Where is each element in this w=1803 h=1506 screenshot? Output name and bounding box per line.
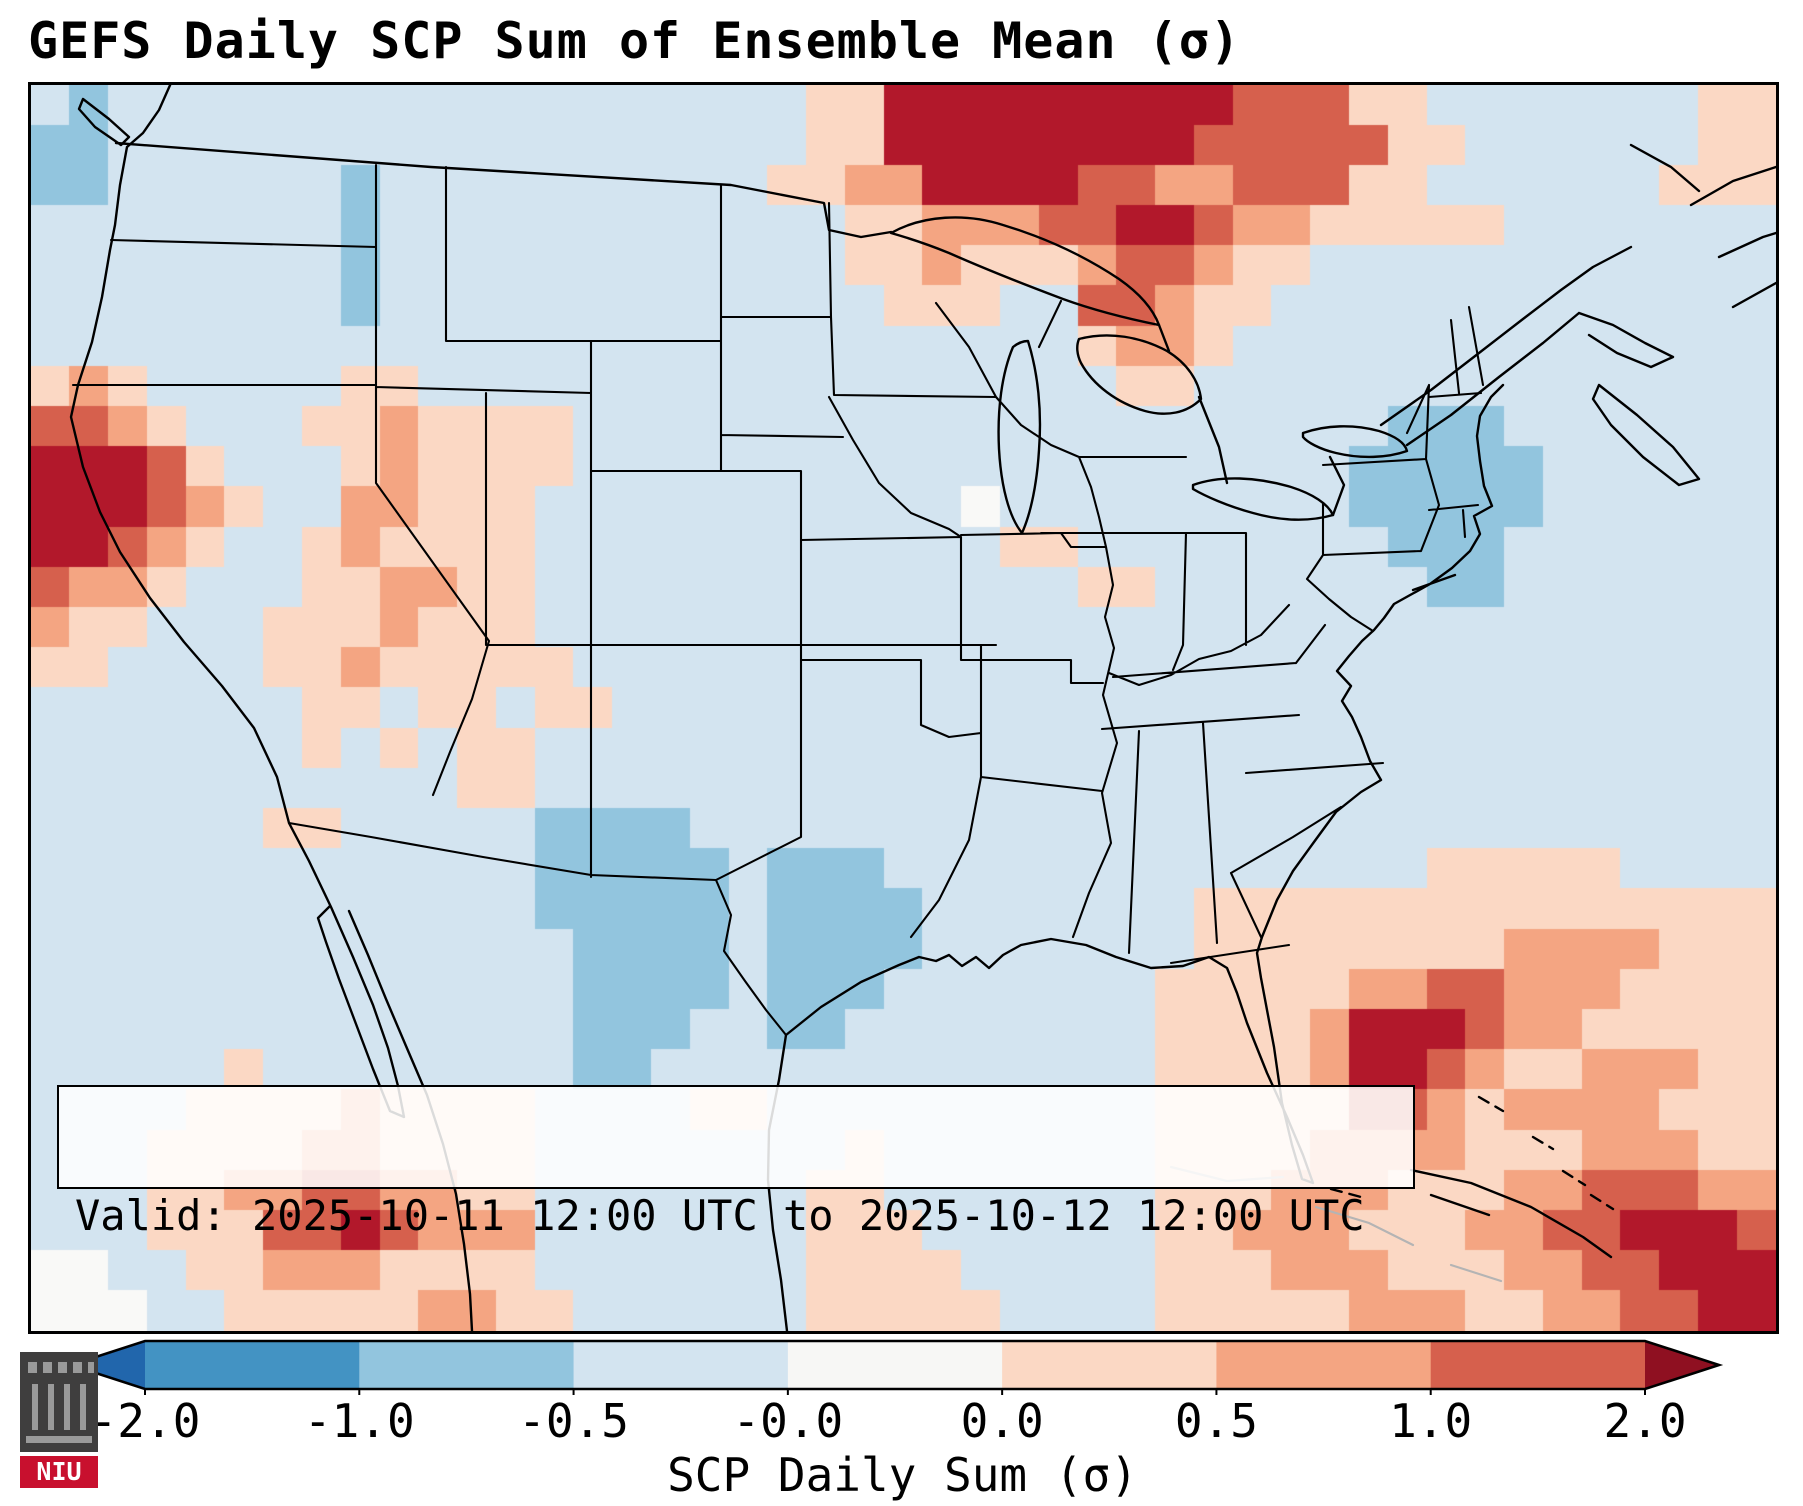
info-valid-line: Valid: 2025-10-11 12:00 UTC to 2025-10-1… bbox=[75, 1191, 1365, 1241]
colorbar-segment bbox=[1002, 1341, 1218, 1389]
colorbar-segment bbox=[787, 1341, 1003, 1389]
colorbar-segment bbox=[145, 1341, 360, 1389]
islands-dashed-path bbox=[1329, 1095, 1615, 1211]
info-box: Valid: 2025-10-11 12:00 UTC to 2025-10-1… bbox=[57, 1085, 1415, 1240]
colorbar-under-arrow bbox=[71, 1341, 145, 1389]
colorbar-tick-label: -0.5 bbox=[518, 1394, 629, 1448]
colorbar bbox=[66, 1339, 1724, 1395]
figure-title: GEFS Daily SCP Sum of Ensemble Mean (σ) bbox=[28, 12, 1241, 70]
colorbar-tick-label: 0.5 bbox=[1174, 1394, 1258, 1448]
colorbar-segment bbox=[1430, 1341, 1646, 1389]
colorbar-segment bbox=[1216, 1341, 1432, 1389]
niu-logo-text: NIU bbox=[36, 1457, 81, 1486]
colorbar-ticks: -2.0 -1.0 -0.5 -0.0 0.0 0.5 1.0 2.0 bbox=[30, 1394, 1775, 1448]
canada-borders-path bbox=[77, 97, 1776, 517]
colorbar-label: SCP Daily Sum (σ) bbox=[667, 1448, 1138, 1502]
state-borders-path bbox=[71, 163, 1485, 1037]
colorbar-segment bbox=[573, 1341, 789, 1389]
cuba-coast-path bbox=[1409, 1168, 1613, 1259]
niu-logo: NIU bbox=[20, 1352, 98, 1488]
colorbar-segment bbox=[359, 1341, 575, 1389]
colorbar-over-arrow bbox=[1645, 1341, 1719, 1389]
map: Valid: 2025-10-11 12:00 UTC to 2025-10-1… bbox=[28, 82, 1779, 1334]
great-lakes-path bbox=[889, 216, 1409, 535]
colorbar-tick-label: -2.0 bbox=[89, 1394, 201, 1448]
colorbar-tick-label: -1.0 bbox=[303, 1394, 415, 1448]
colorbar-tick-label: 0.0 bbox=[960, 1394, 1044, 1448]
niu-logo-banner bbox=[20, 1456, 98, 1488]
colorbar-tick-label: -0.0 bbox=[732, 1394, 844, 1448]
colorbar-tick-label: 1.0 bbox=[1389, 1394, 1473, 1448]
colorbar-tick-label: 2.0 bbox=[1603, 1394, 1687, 1448]
